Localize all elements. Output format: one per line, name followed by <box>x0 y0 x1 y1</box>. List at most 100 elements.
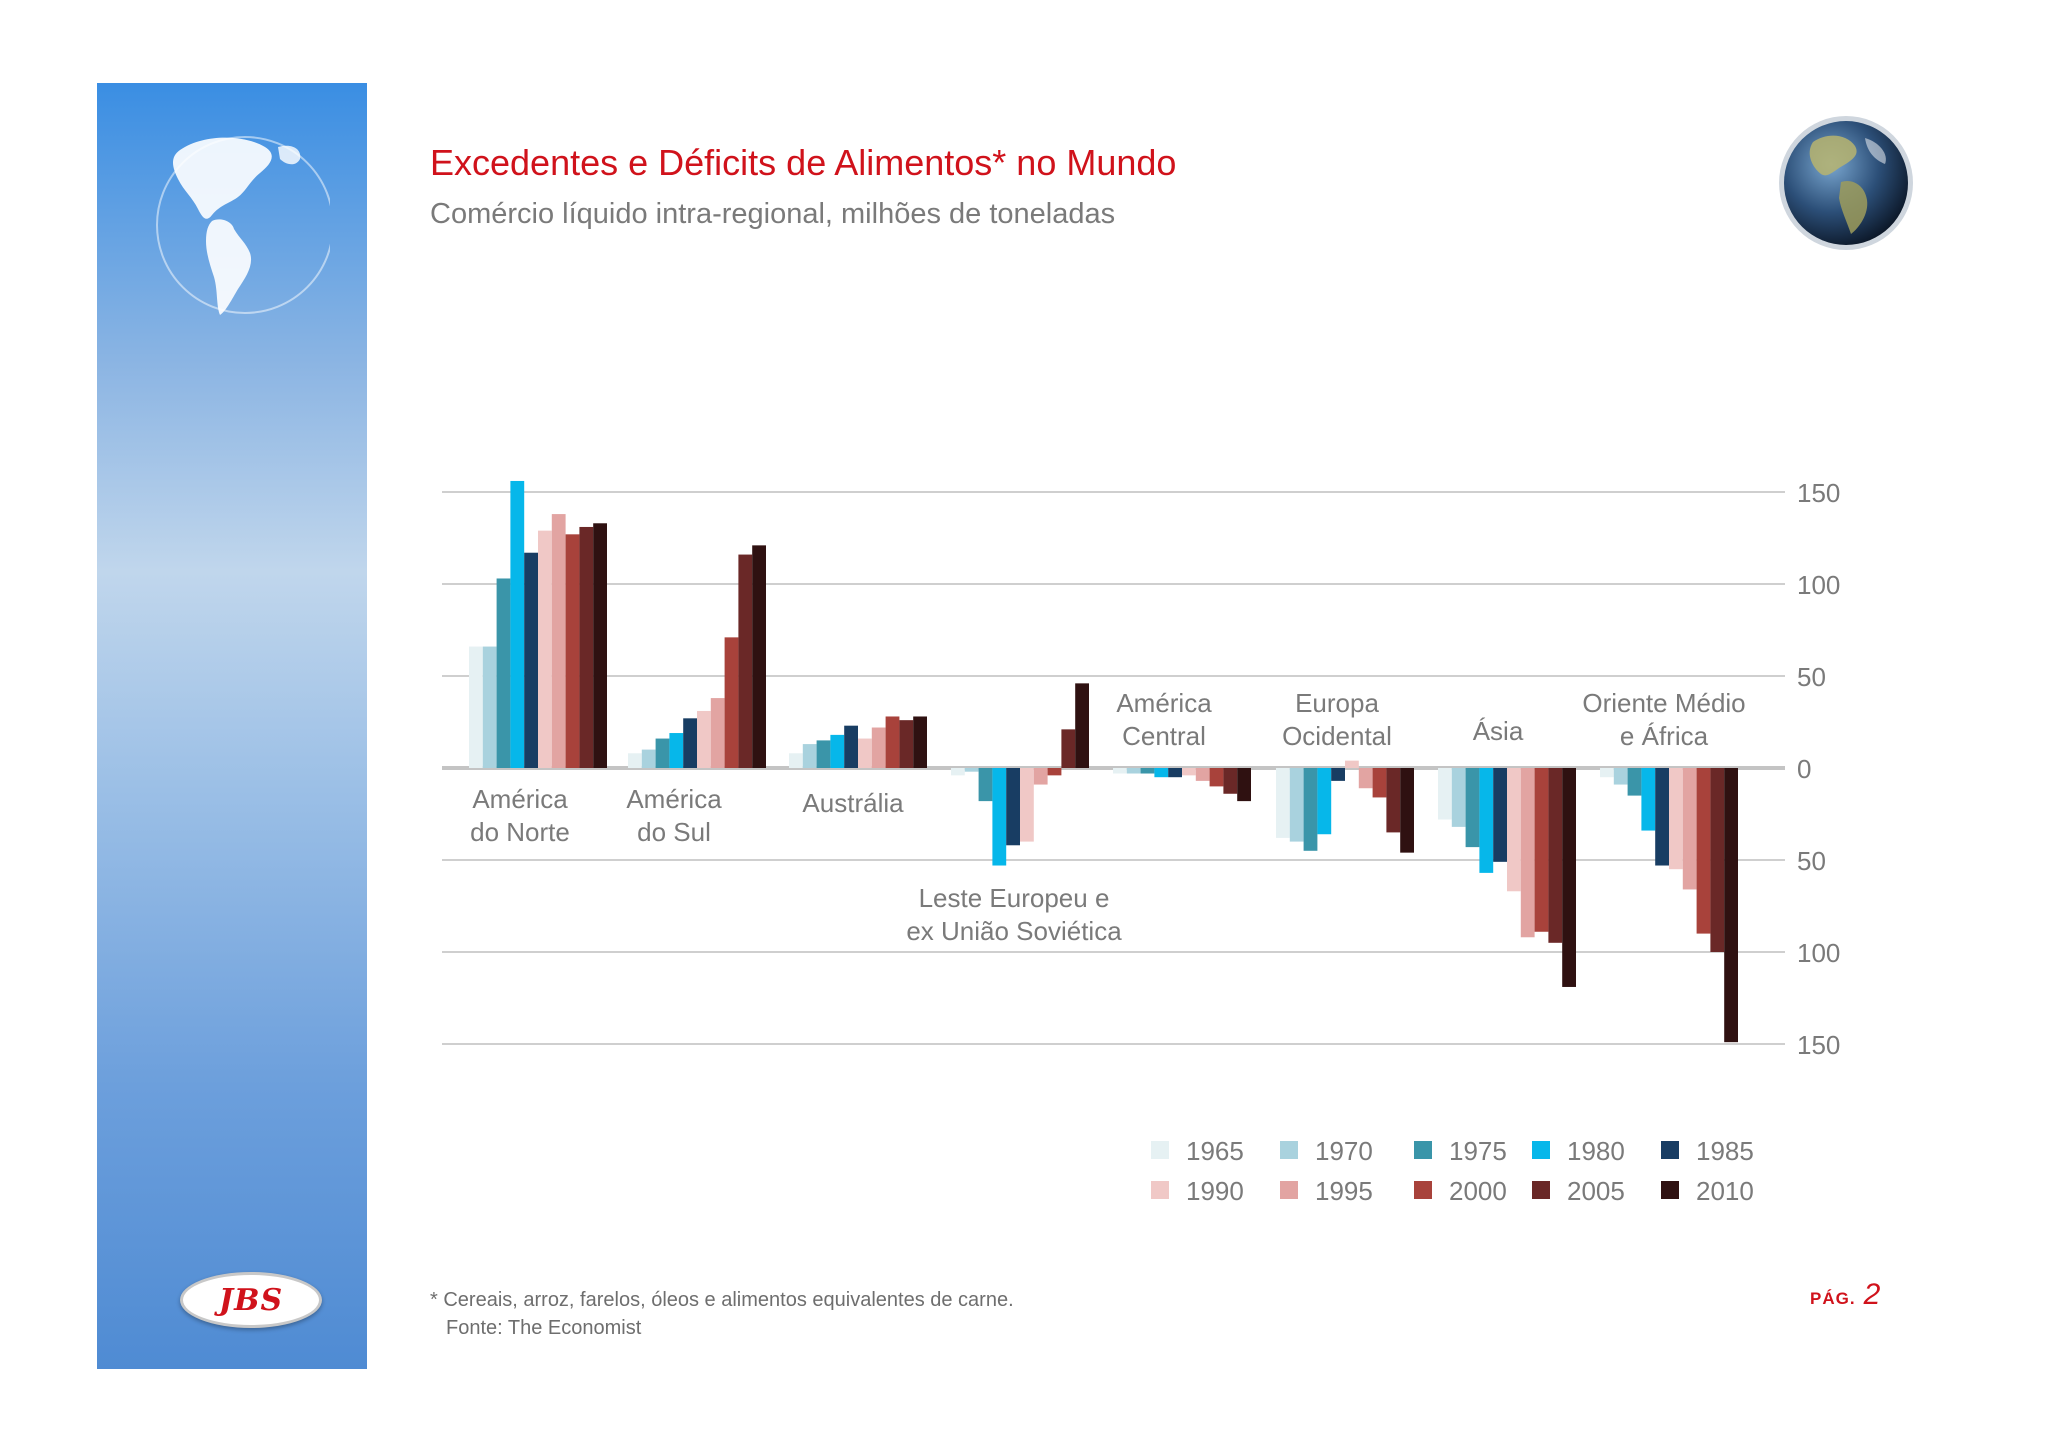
bar <box>899 720 914 768</box>
page-label: PÁG. <box>1810 1289 1856 1308</box>
bar <box>1331 768 1345 781</box>
legend-label: 1995 <box>1315 1176 1373 1206</box>
jbs-logo: JBS <box>180 1272 322 1328</box>
bar <box>524 552 538 768</box>
bar <box>1289 768 1304 842</box>
bar <box>1641 768 1656 831</box>
bar <box>551 514 566 768</box>
bar <box>1451 768 1466 827</box>
bar <box>1627 768 1642 796</box>
legend-swatch <box>1280 1181 1298 1199</box>
bar <box>1195 768 1210 781</box>
y-tick-label: 50 <box>1797 846 1826 876</box>
bar <box>683 718 697 768</box>
legend-swatch <box>1151 1181 1169 1199</box>
page-number-value: 2 <box>1863 1278 1881 1311</box>
category-label: Leste Europeu e <box>919 883 1110 913</box>
bar <box>1237 768 1251 802</box>
legend-swatch <box>1532 1181 1550 1199</box>
category-label: do Norte <box>470 817 570 847</box>
bar <box>964 768 979 772</box>
category-label: Ásia <box>1473 716 1524 746</box>
bar <box>978 768 993 802</box>
legend-swatch <box>1414 1141 1432 1159</box>
bar <box>538 530 552 768</box>
category-label: Ocidental <box>1282 721 1392 751</box>
bar <box>1303 768 1318 851</box>
bar <box>1168 768 1182 778</box>
bar <box>830 734 845 768</box>
bar <box>752 545 766 768</box>
y-tick-label: 100 <box>1797 938 1840 968</box>
legend-label: 1965 <box>1186 1136 1244 1166</box>
page-subtitle: Comércio líquido intra-regional, milhões… <box>430 198 1116 230</box>
bar <box>789 753 803 768</box>
bar <box>1033 768 1048 785</box>
bar <box>1534 768 1549 932</box>
legend-label: 1990 <box>1186 1176 1244 1206</box>
bar <box>1358 768 1373 789</box>
bar <box>496 578 511 768</box>
bar <box>913 716 927 768</box>
bar <box>593 523 607 768</box>
bar <box>669 733 684 768</box>
legend-swatch <box>1661 1181 1679 1199</box>
legend-swatch <box>1414 1181 1432 1199</box>
bar <box>885 716 900 768</box>
legend-label: 2005 <box>1567 1176 1625 1206</box>
bar <box>951 768 965 776</box>
category-label: Europa <box>1295 688 1379 718</box>
bar <box>1493 768 1507 862</box>
bar <box>738 554 753 768</box>
bar <box>724 637 739 768</box>
bar <box>1126 768 1141 774</box>
bar <box>1710 768 1725 952</box>
bar <box>1209 768 1224 787</box>
legend-swatch <box>1280 1141 1298 1159</box>
category-label: do Sul <box>637 817 711 847</box>
bar <box>579 526 594 768</box>
legend-swatch <box>1532 1141 1550 1159</box>
bar <box>482 646 497 768</box>
bar <box>1386 768 1401 833</box>
globe-americas-icon <box>156 136 330 315</box>
legend-label: 1985 <box>1696 1136 1754 1166</box>
bar <box>628 753 642 768</box>
bar <box>1548 768 1563 943</box>
category-label: Oriente Médio <box>1582 688 1745 718</box>
legend-swatch <box>1151 1141 1169 1159</box>
legend-label: 1975 <box>1449 1136 1507 1166</box>
footnote-text: * Cereais, arroz, farelos, óleos e alime… <box>430 1289 1014 1311</box>
bar <box>469 646 483 768</box>
category-label: Austrália <box>802 788 904 818</box>
source-text: Fonte: The Economist <box>446 1317 642 1339</box>
bar <box>1345 760 1359 768</box>
bar <box>1075 683 1089 768</box>
bar <box>1182 768 1196 776</box>
bar <box>1061 729 1076 768</box>
bar <box>858 738 872 768</box>
bar <box>1600 768 1614 778</box>
bar <box>802 744 817 768</box>
y-tick-label: 0 <box>1797 754 1811 784</box>
bar <box>992 768 1007 866</box>
legend-label: 2000 <box>1449 1176 1507 1206</box>
earth-globe-icon <box>1779 116 1913 250</box>
bar <box>697 710 711 768</box>
y-tick-label: 150 <box>1797 478 1840 508</box>
category-label: Central <box>1122 721 1206 751</box>
y-tick-label: 100 <box>1797 570 1840 600</box>
legend-swatch <box>1661 1141 1679 1159</box>
y-tick-label: 150 <box>1797 1030 1840 1060</box>
y-tick-label: 50 <box>1797 662 1826 692</box>
page-title: Excedentes e Déficits de Alimentos* no M… <box>430 142 1177 183</box>
bar <box>1562 768 1576 987</box>
bar <box>1223 768 1238 794</box>
bar <box>1507 768 1521 892</box>
bar <box>1317 768 1332 835</box>
category-label: América <box>472 784 568 814</box>
bar <box>1465 768 1480 848</box>
bar <box>844 725 858 768</box>
bar <box>1682 768 1697 890</box>
